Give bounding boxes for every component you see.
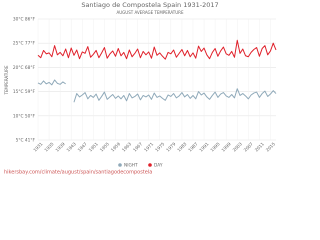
x-tick-label: 1983: [176, 141, 188, 153]
chart-title: Santiago de Compostela Spain 1931-2017: [81, 1, 218, 9]
x-tick-label: 1951: [88, 141, 100, 153]
x-tick-label: 1943: [66, 141, 78, 153]
legend-swatch: [148, 163, 152, 167]
x-tick-label: 1987: [187, 141, 199, 153]
x-tick-label: 1991: [198, 141, 210, 153]
y-tick-label: 10°C 50°F: [13, 113, 36, 119]
x-tick-label: 1963: [121, 141, 133, 153]
x-tick-label: 1967: [132, 141, 144, 153]
x-tick-label: 2011: [254, 141, 266, 153]
series-line: [37, 79, 277, 103]
chart-subtitle: AUGUST AVERAGE TEMPERATURE: [117, 10, 184, 15]
x-tick-label: 1947: [77, 141, 89, 153]
x-tick-label: 1979: [165, 141, 177, 153]
y-tick-label: 30°C 86°F: [13, 17, 36, 23]
y-axis-label: TEMPERATURE: [4, 65, 9, 96]
x-tick-label: 1959: [110, 141, 122, 153]
y-tick-label: 5°C 41°F: [16, 138, 36, 144]
x-tick-label: 1971: [143, 141, 155, 153]
footer: hikersbay.com/climate/august/spain/santi…: [4, 170, 152, 176]
x-tick-label: 1995: [209, 141, 221, 153]
y-tick-label: 15°C 59°F: [13, 89, 36, 95]
x-tick-label: 2003: [232, 141, 244, 153]
legend-swatch: [118, 163, 122, 167]
chart: Santiago de Compostela Spain 1931-2017 A…: [4, 1, 277, 176]
x-tick-label: 1999: [221, 141, 233, 153]
x-tick-label: 1939: [55, 141, 67, 153]
legend-label: NIGHT: [124, 163, 138, 169]
y-tick-label: 25°C 77°F: [13, 41, 36, 47]
x-tick-label: 1935: [43, 141, 55, 153]
x-tick-label: 2015: [265, 141, 277, 153]
y-tick-label: 20°C 68°F: [13, 65, 36, 71]
x-tick-label: 1955: [99, 141, 111, 153]
x-tick-label: 1975: [154, 141, 166, 153]
series-line: [37, 39, 277, 60]
legend-label: DAY: [154, 163, 163, 169]
x-tick-label: 2007: [243, 141, 255, 153]
